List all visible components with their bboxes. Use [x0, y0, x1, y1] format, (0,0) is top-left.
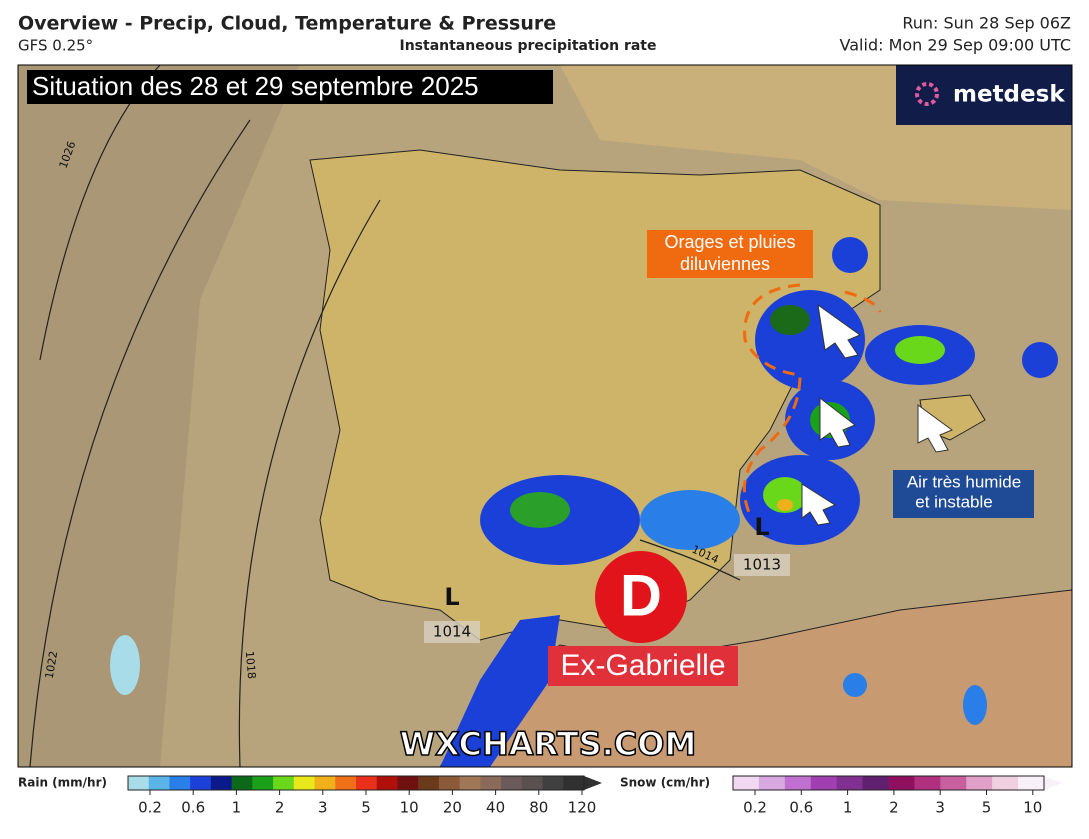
low-pressure: 1014 — [433, 623, 471, 641]
legend-tick-label: 80 — [529, 799, 548, 817]
watermark: WXCHARTS.COM — [400, 725, 697, 763]
model: GFS 0.25° — [18, 37, 93, 55]
legend-swatch — [293, 776, 316, 790]
legend-tick-label: 20 — [443, 799, 462, 817]
storm-note: Orages et pluies — [664, 232, 795, 252]
map: Situation des 28 et 29 septembre 2025 me… — [17, 64, 1073, 768]
legend-tick-label: 5 — [361, 799, 371, 817]
legend-swatch — [231, 776, 253, 790]
legend-swatch — [397, 776, 419, 790]
legend-swatch — [438, 776, 461, 790]
low-label-box — [734, 554, 790, 576]
low-label-box — [424, 621, 480, 643]
low-pressure: 1013 — [743, 556, 781, 574]
legend-swatch — [992, 776, 1019, 790]
legend-swatch — [418, 776, 440, 790]
legend-swatch — [210, 776, 233, 790]
legend-tick-label: 3 — [318, 799, 328, 817]
legend-swatch — [542, 776, 564, 790]
banner: Situation des 28 et 29 septembre 2025 — [32, 71, 479, 101]
legend-tick-label: 3 — [935, 799, 945, 817]
legend-swatch — [356, 776, 378, 790]
legend-swatch — [862, 776, 889, 790]
depression-symbol: D — [620, 563, 662, 628]
rain-areas — [110, 237, 1058, 767]
depression-name: Ex-Gabrielle — [560, 649, 725, 682]
legend-tick-label: 0.6 — [789, 799, 813, 817]
legend-swatch — [914, 776, 941, 790]
legend-swatch — [169, 776, 191, 790]
depression-label-box — [548, 646, 738, 686]
legend-swatch — [966, 776, 993, 790]
legend-tick-label: 2 — [889, 799, 899, 817]
legend-swatch — [521, 776, 544, 790]
legend-tick-label: 0.6 — [181, 799, 205, 817]
legend-tick-label: 10 — [400, 799, 419, 817]
legend-tick-label: 0.2 — [138, 799, 162, 817]
low-symbol: L — [444, 583, 459, 611]
legend-swatch — [252, 776, 274, 790]
low-symbol: L — [754, 513, 769, 541]
legend-swatch — [733, 776, 760, 790]
legend-swatch — [836, 776, 864, 790]
depression-marker — [595, 551, 687, 643]
legend-swatch — [314, 776, 336, 790]
map-frame — [17, 64, 1073, 768]
brand: metdesk — [953, 82, 1065, 108]
legend-title: Rain (mm/hr) — [18, 776, 107, 790]
legend-frame — [732, 775, 1045, 791]
legend-tick-label: 40 — [486, 799, 505, 817]
risk-outline — [844, 290, 882, 313]
legend-swatch — [758, 776, 786, 790]
cloud-band — [18, 65, 300, 767]
wind-arrows — [801, 303, 954, 526]
isobar-label: 1018 — [243, 650, 258, 679]
legend-swatch — [480, 776, 502, 790]
legend-tick-label: 120 — [568, 799, 597, 817]
storm-note-box — [647, 230, 813, 278]
isobar-label: 1022 — [43, 650, 61, 680]
risk-outline — [742, 283, 802, 516]
field: Instantaneous precipitation rate — [400, 38, 657, 54]
legend-swatch — [273, 776, 295, 790]
legend-tick-label: 1 — [843, 799, 853, 817]
legend-swatch — [335, 776, 357, 790]
legend-tick-label: 10 — [1023, 799, 1042, 817]
brand-logo — [915, 82, 939, 106]
legend-swatch — [148, 776, 170, 790]
legend-title: Snow (cm/hr) — [620, 776, 710, 790]
legend-swatch — [459, 776, 481, 790]
legend-swatch — [563, 776, 585, 790]
legend-swatch — [190, 776, 212, 790]
legend-tick-label: 0.2 — [743, 799, 767, 817]
legend-arrow — [1044, 776, 1062, 790]
legend-swatch — [888, 776, 915, 790]
air-note: et instable — [915, 492, 993, 511]
legend-tick-label: 1 — [232, 799, 242, 817]
legend-swatch — [810, 776, 838, 790]
valid: Valid: Mon 29 Sep 09:00 UTC — [840, 36, 1071, 55]
banner-box — [27, 70, 553, 104]
brand-box — [896, 65, 1072, 125]
legend-swatch — [128, 776, 150, 790]
legend-swatch — [376, 776, 398, 790]
run: Run: Sun 28 Sep 06Z — [902, 14, 1071, 33]
title: Overview - Precip, Cloud, Temperature & … — [18, 13, 556, 35]
legend-swatch — [784, 776, 812, 790]
air-note: Air très humide — [907, 472, 1021, 491]
legend-frame — [127, 775, 585, 791]
legend-tick-label: 2 — [275, 799, 285, 817]
legend-tick-label: 5 — [982, 799, 992, 817]
air-note-box — [893, 470, 1034, 518]
legend-arrow — [584, 776, 602, 790]
legend-swatch — [940, 776, 967, 790]
legend-swatch — [1018, 776, 1045, 790]
legend-swatch — [501, 776, 523, 790]
storm-note: diluviennes — [680, 254, 770, 274]
